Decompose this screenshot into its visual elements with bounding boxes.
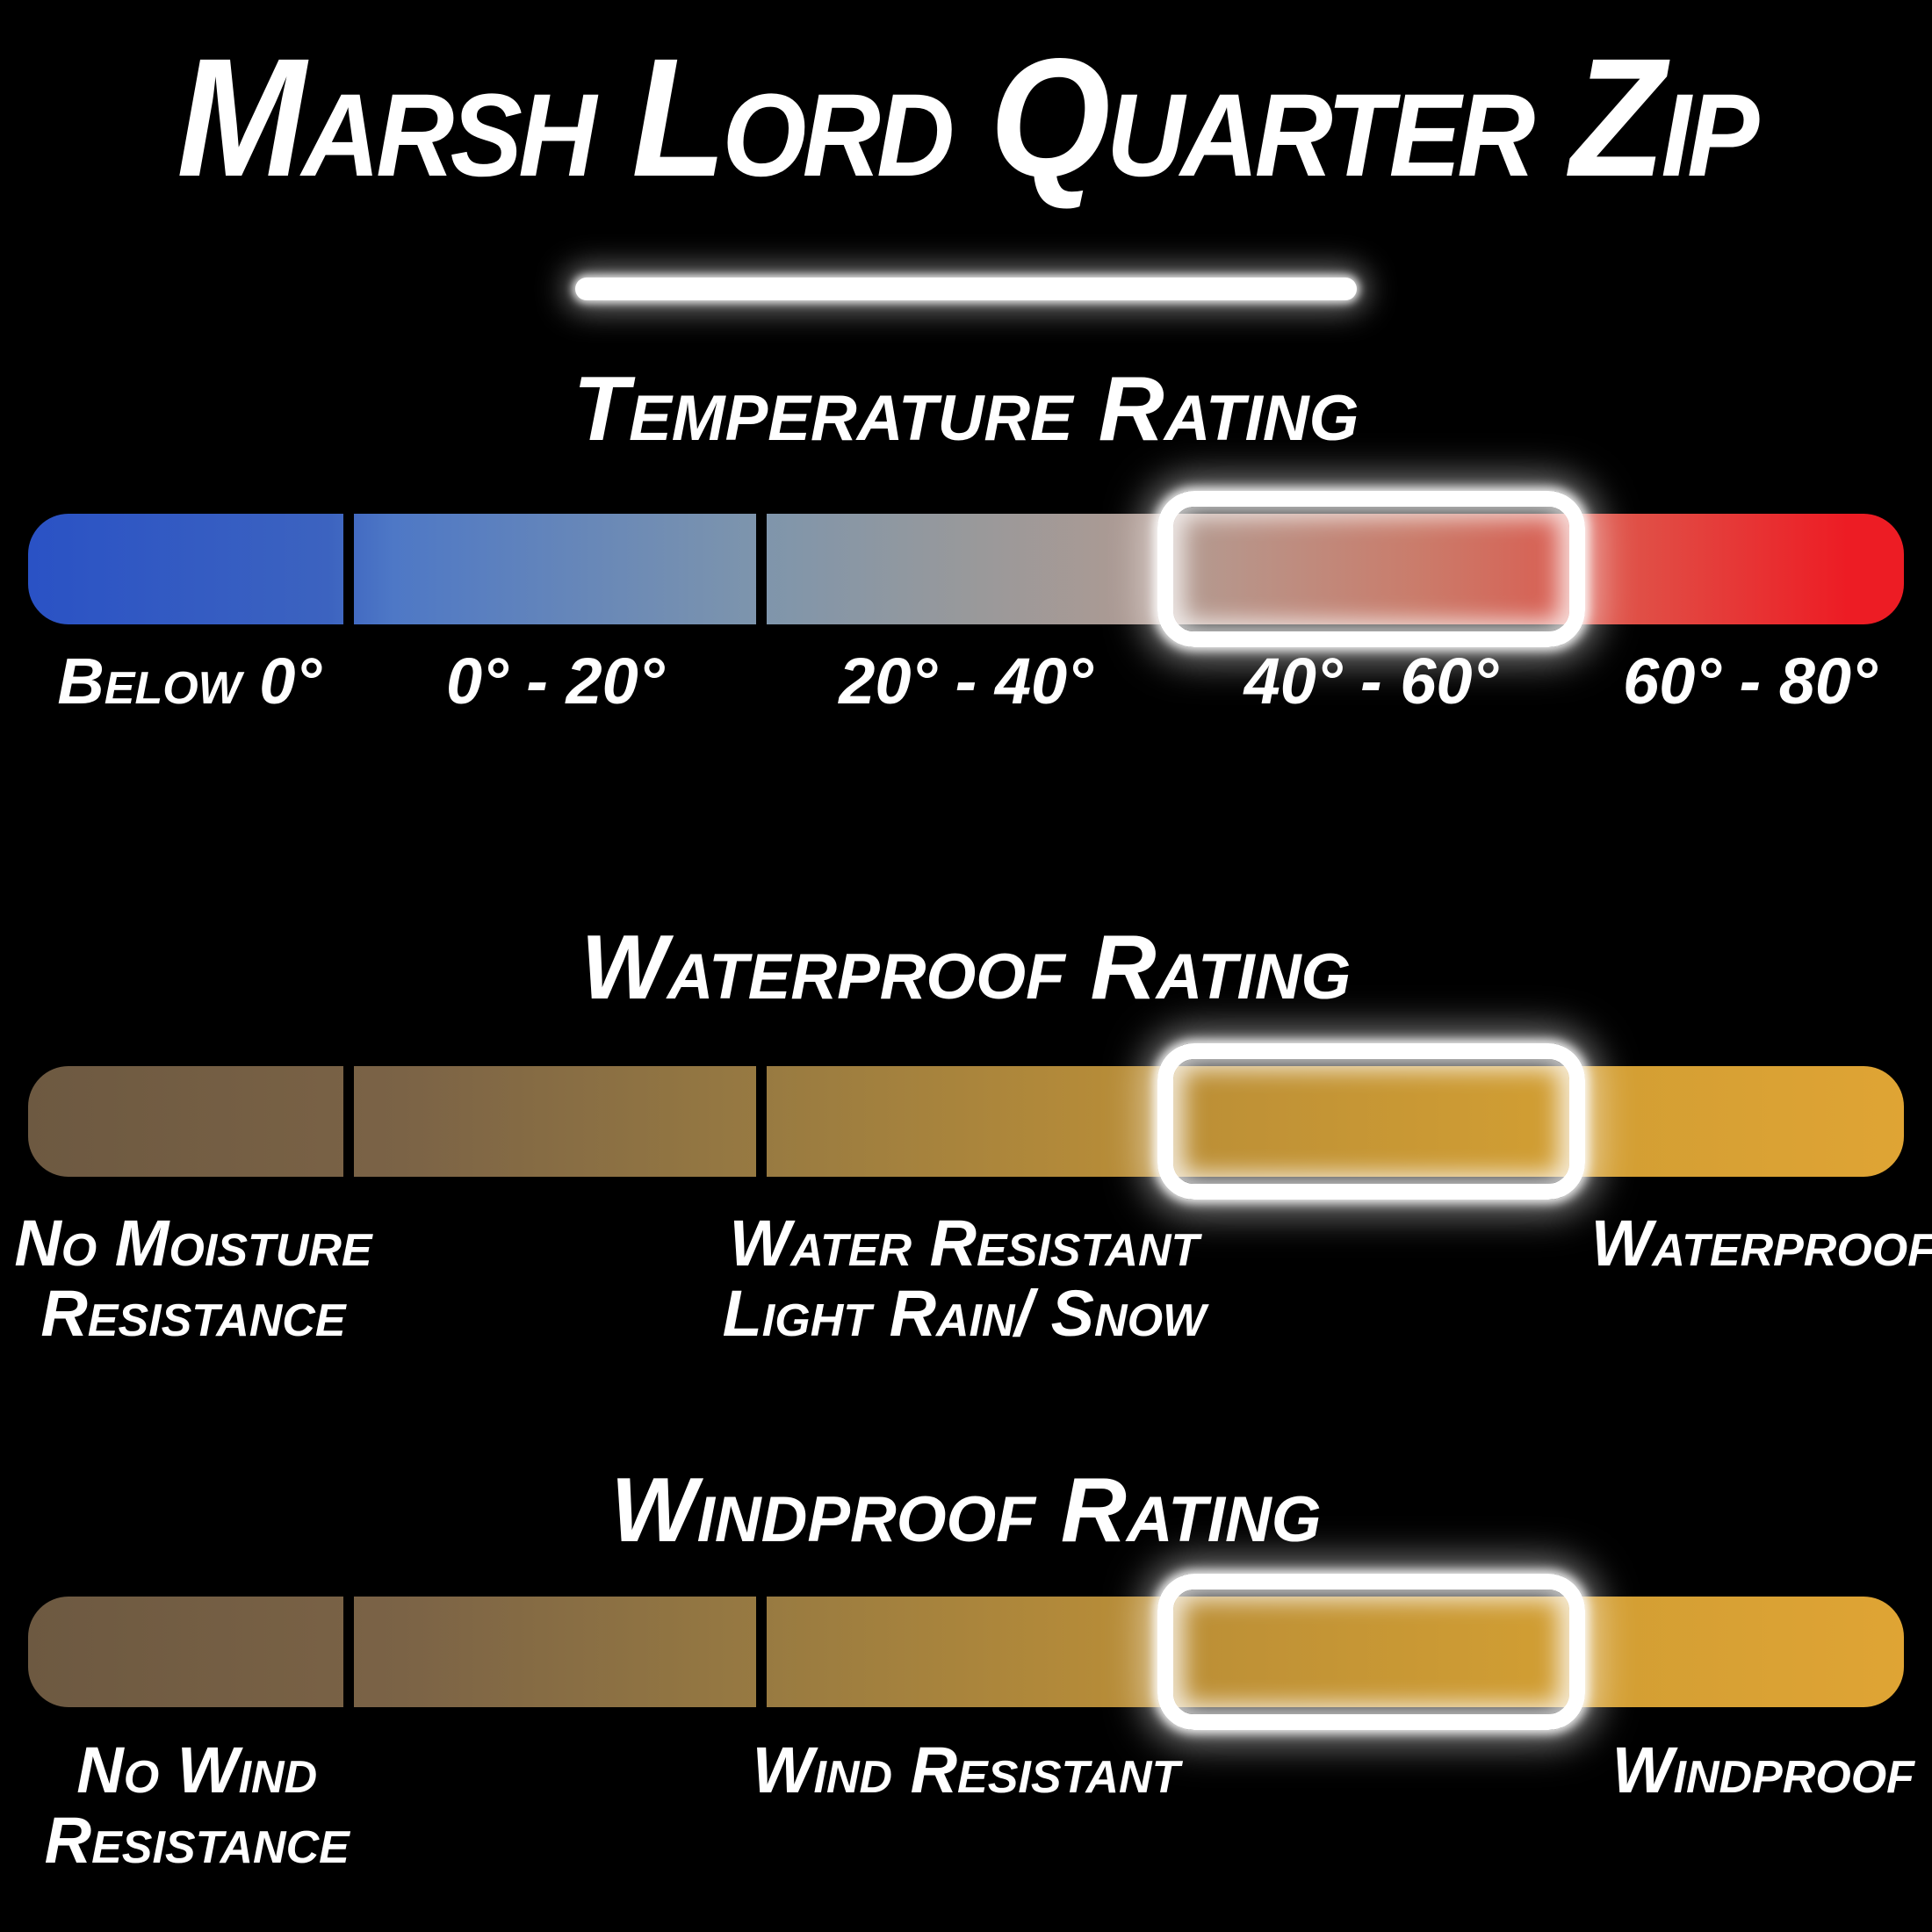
waterproof-tick-label: Waterproof xyxy=(1590,1207,1932,1280)
waterproof-tick-label: Water Resistant Light Rain/ Snow xyxy=(722,1207,1207,1350)
segment-divider xyxy=(756,1597,768,1707)
waterproof-labels: No Moisture Resistance Water Resistant L… xyxy=(14,1207,1932,1358)
temperature-tick-label: 0° - 20° xyxy=(445,645,665,717)
waterproof-tick-label: No Moisture Resistance xyxy=(14,1207,372,1350)
temperature-highlight-frame xyxy=(1157,491,1585,647)
segment-divider xyxy=(756,1066,768,1177)
windproof-tick-label: Windproof xyxy=(1611,1734,1914,1806)
temperature-labels: Below 0° 0° - 20° 20° - 40° 40° - 60° 60… xyxy=(28,646,1904,796)
page-title: Marsh Lord Quarter Zip xyxy=(177,23,1759,212)
temperature-heading: Temperature Rating xyxy=(573,358,1359,460)
waterproof-scale-bar xyxy=(28,1043,1904,1200)
title-underline xyxy=(575,278,1357,300)
segment-divider xyxy=(756,514,768,624)
temperature-tick-label: 40° - 60° xyxy=(1244,645,1499,717)
segment-divider xyxy=(343,1066,355,1177)
waterproof-highlight-frame xyxy=(1157,1043,1585,1200)
waterproof-heading: Waterproof Rating xyxy=(580,917,1352,1019)
windproof-tick-label: No Wind Resistance xyxy=(44,1734,350,1877)
windproof-tick-label: Wind Resistant xyxy=(752,1734,1180,1806)
windproof-highlight-frame xyxy=(1157,1574,1585,1730)
windproof-heading: Windproof Rating xyxy=(610,1460,1322,1561)
temperature-scale-bar xyxy=(28,491,1904,647)
temperature-tick-label: 60° - 80° xyxy=(1623,645,1878,717)
windproof-scale-bar xyxy=(28,1574,1904,1730)
temperature-tick-label: Below 0° xyxy=(57,645,322,717)
segment-divider xyxy=(343,1597,355,1707)
temperature-tick-label: 20° - 40° xyxy=(839,645,1093,717)
windproof-labels: No Wind Resistance Wind Resistant Windpr… xyxy=(28,1734,1914,1885)
segment-divider xyxy=(343,514,355,624)
